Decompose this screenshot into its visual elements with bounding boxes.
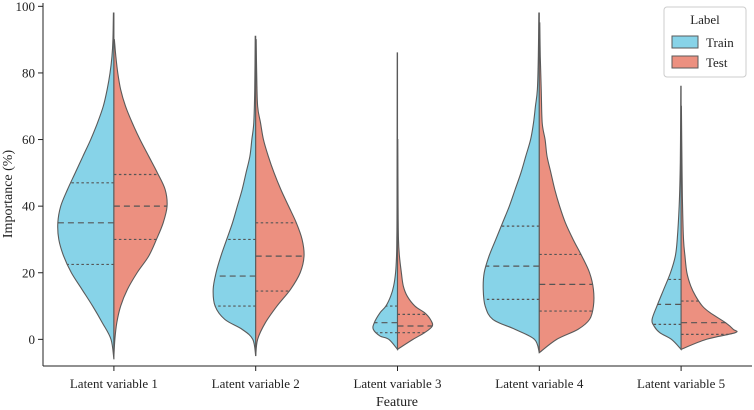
legend-label-train: Train (706, 35, 734, 50)
legend: Label Train Test (663, 6, 747, 78)
legend-title: Label (690, 12, 720, 27)
violin-test-3 (396, 138, 434, 351)
legend-swatch-train (671, 35, 699, 49)
y-tick-label: 20 (22, 265, 35, 280)
x-axis-label: Feature (376, 395, 418, 410)
violin-test-1 (113, 39, 168, 357)
y-tick-label: 60 (22, 132, 35, 147)
x-tick-label: Latent variable 4 (495, 376, 584, 391)
axes: 0 20 40 60 80 100 Latent variable 1 Latent vari… (16, 0, 752, 391)
legend-swatch-test (671, 55, 699, 69)
y-tick-label: 40 (22, 199, 35, 214)
violin-test-2 (255, 39, 305, 357)
x-tick-label: Latent variable 2 (212, 376, 300, 391)
x-tick-label: Latent variable 5 (637, 376, 725, 391)
y-tick-label: 100 (16, 0, 36, 14)
violin-layer (57, 12, 738, 360)
violin-train-3 (372, 52, 399, 351)
violin-train-2 (212, 35, 257, 357)
x-tick-label: Latent variable 1 (70, 376, 158, 391)
violin-test-4 (538, 22, 595, 354)
y-axis-label: Importance (%) (1, 150, 16, 239)
violin-train-1 (57, 12, 115, 360)
violin-train-5 (651, 85, 682, 351)
legend-label-test: Test (706, 55, 728, 70)
y-tick-label: 80 (22, 65, 35, 80)
y-tick-label: 0 (29, 332, 36, 347)
violin-test-5 (680, 105, 738, 351)
x-tick-label: Latent variable 3 (353, 376, 441, 391)
violin-train-4 (482, 12, 540, 353)
